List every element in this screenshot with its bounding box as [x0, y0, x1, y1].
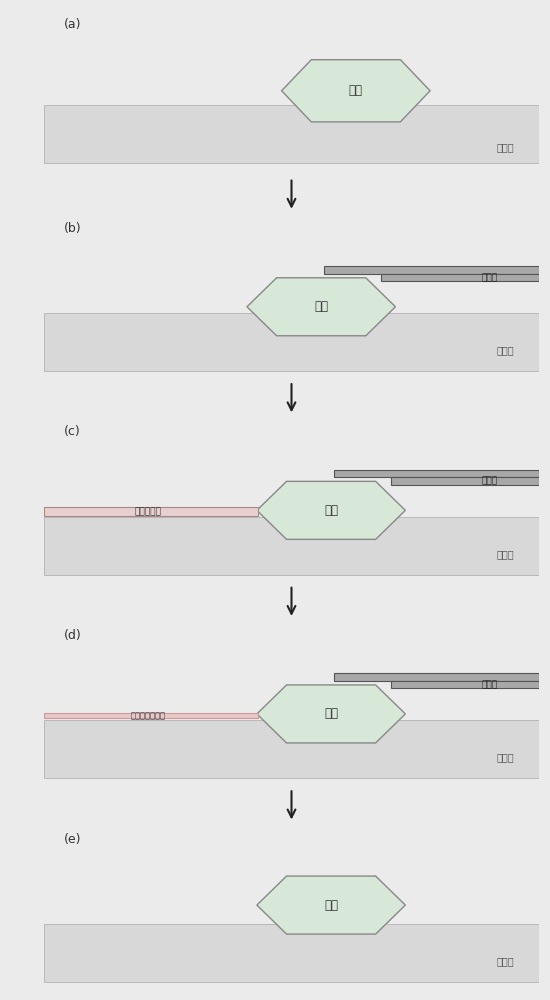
Text: (d): (d) [64, 629, 81, 642]
Text: (e): (e) [64, 833, 81, 846]
Bar [44, 517, 539, 575]
Text: (b): (b) [64, 222, 81, 235]
Polygon shape [44, 713, 258, 718]
Polygon shape [333, 470, 539, 477]
Text: 硬掩膜: 硬掩膜 [481, 273, 498, 282]
Text: 硬掩膜: 硬掩膜 [481, 680, 498, 689]
Text: (c): (c) [64, 425, 80, 438]
Bar [44, 720, 539, 778]
Text: 场氧: 场氧 [324, 707, 338, 720]
Text: 场氧: 场氧 [324, 899, 338, 912]
Polygon shape [390, 681, 539, 688]
Bar [44, 313, 539, 371]
Polygon shape [323, 266, 539, 274]
Text: 硯蝅底: 硯蝅底 [497, 142, 514, 152]
Polygon shape [44, 507, 258, 516]
Text: 硯蝅底: 硯蝅底 [497, 752, 514, 762]
Polygon shape [247, 278, 395, 336]
Text: 硯蝅底: 硯蝅底 [497, 549, 514, 559]
Text: 刷坠过的氧化层: 刷坠过的氧化层 [130, 711, 166, 720]
Text: 衬坠氧化层: 衬坠氧化层 [135, 507, 161, 516]
Polygon shape [390, 477, 539, 485]
Bar [44, 924, 539, 982]
Text: 硬掩膜: 硬掩膜 [481, 476, 498, 485]
Polygon shape [282, 60, 430, 122]
Polygon shape [381, 274, 539, 281]
Text: 硯蝅底: 硯蝅底 [497, 345, 514, 355]
Text: 场氧: 场氧 [324, 504, 338, 517]
Text: (a): (a) [64, 18, 81, 31]
Text: 场氧: 场氧 [314, 300, 328, 313]
Polygon shape [257, 685, 405, 743]
Polygon shape [257, 876, 405, 934]
Polygon shape [257, 481, 405, 539]
Polygon shape [333, 673, 539, 681]
Text: 场氧: 场氧 [349, 84, 363, 97]
Text: 硯蝅底: 硯蝅底 [497, 956, 514, 966]
Bar [44, 105, 539, 163]
